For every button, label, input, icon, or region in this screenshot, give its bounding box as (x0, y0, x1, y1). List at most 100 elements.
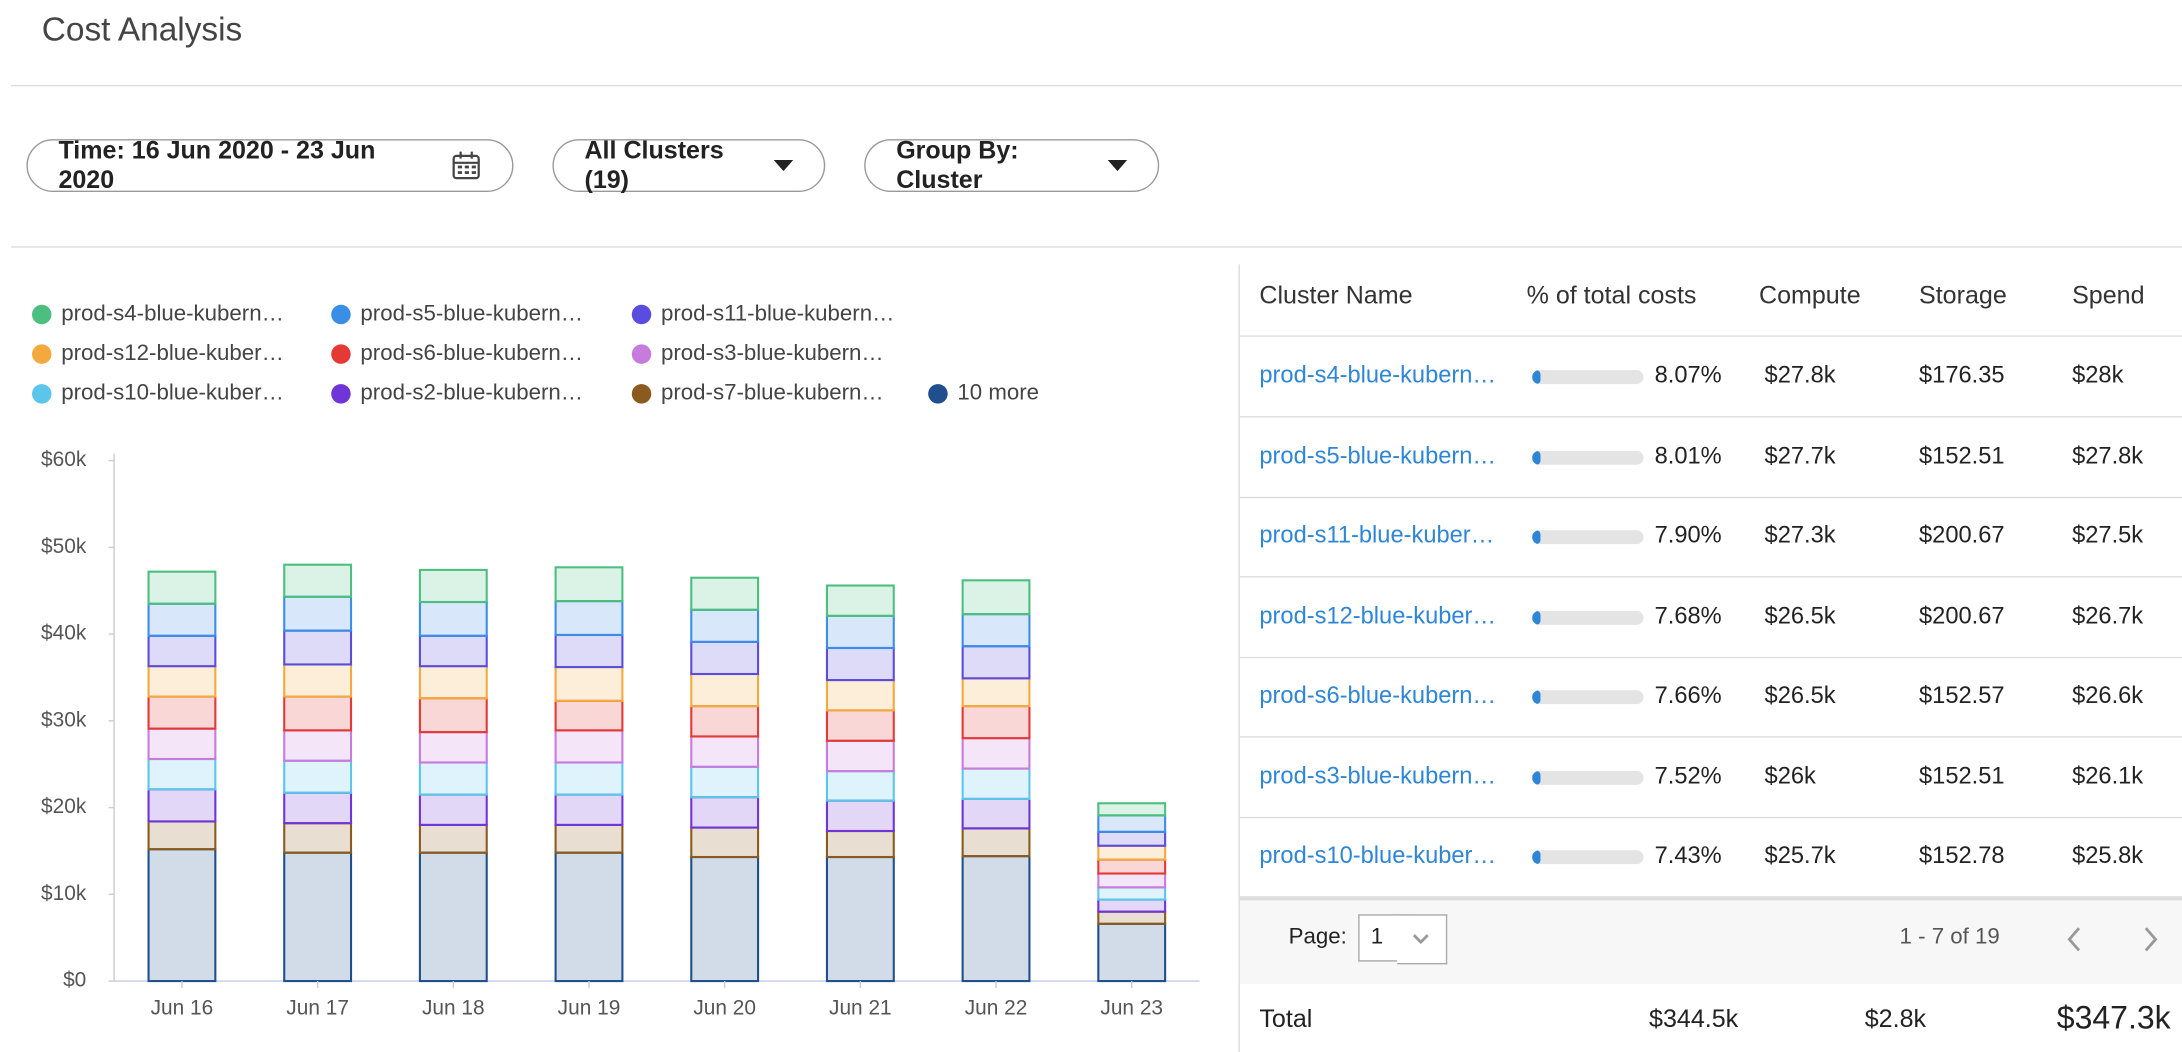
legend-swatch (331, 304, 351, 325)
bar-segment (554, 600, 624, 637)
table-border (1238, 264, 1240, 1052)
cluster-link[interactable]: prod-s6-blue-kubern… (1259, 681, 1497, 709)
total-spend: $347.3k (2056, 999, 2171, 1036)
row-divider (1239, 896, 2182, 898)
bar-segment (418, 665, 488, 700)
bar-segment (418, 600, 488, 637)
legend-label: prod-s6-blue-kubern… (360, 340, 583, 365)
percent-bar (1532, 770, 1541, 785)
bar-segment (690, 576, 760, 611)
legend-label: prod-s7-blue-kubern… (661, 380, 884, 405)
cluster-link[interactable]: prod-s5-blue-kubern… (1259, 441, 1497, 469)
bar-segment (554, 729, 624, 764)
legend-label: prod-s4-blue-kubern… (61, 300, 284, 325)
y-tick-label: $60k (41, 448, 87, 471)
spend-cell: $27.8k (2072, 441, 2144, 469)
row-divider (1239, 656, 2182, 658)
legend-label: prod-s5-blue-kubern… (360, 300, 583, 325)
spend-cell: $26.6k (2072, 681, 2144, 709)
bar-segment (283, 563, 353, 598)
compute-cell: $26.5k (1764, 601, 1836, 629)
bar-segment (825, 709, 895, 742)
legend-swatch (331, 344, 351, 364)
row-divider (1239, 496, 2182, 498)
time-filter-label: Time: 16 Jun 2020 - 23 Jun 2020 (58, 136, 376, 194)
cluster-link[interactable]: prod-s11-blue-kuber… (1259, 521, 1495, 549)
bar-segment (690, 796, 760, 829)
percent-bar (1532, 370, 1542, 385)
y-tick-label: $20k (41, 795, 87, 818)
percent-label: 7.68% (1654, 601, 1722, 629)
bar-segment (418, 568, 488, 604)
spend-cell: $28k (2072, 361, 2124, 389)
x-tick-label: Jun 18 (422, 996, 485, 1019)
spend-cell: $26.7k (2072, 601, 2144, 629)
percent-track (1532, 610, 1644, 625)
cluster-link[interactable]: prod-s10-blue-kuber… (1259, 841, 1497, 869)
percent-track (1532, 530, 1644, 545)
chevron (1412, 934, 1429, 945)
legend-label: 10 more (957, 380, 1039, 405)
bar-segment (147, 695, 217, 730)
legend-label: prod-s3-blue-kubern… (661, 340, 884, 365)
compute-cell: $26.5k (1764, 681, 1836, 709)
storage-cell: $152.51 (1919, 761, 2005, 789)
bar-segment (690, 705, 760, 738)
bar-segment (147, 757, 217, 791)
cluster-link[interactable]: prod-s12-blue-kuber… (1259, 601, 1497, 629)
storage-cell: $152.57 (1919, 681, 2005, 709)
cluster-link[interactable]: prod-s4-blue-kubern… (1259, 361, 1497, 389)
time-filter[interactable]: Time: 16 Jun 2020 - 23 Jun 2020 (26, 136, 514, 194)
bar-segment (554, 761, 624, 796)
bar-segment (690, 765, 760, 799)
dropdown-caret (1107, 160, 1128, 172)
row-divider (1239, 576, 2182, 578)
bar-segment (961, 705, 1031, 740)
legend-swatch (32, 384, 52, 404)
page-dropdown[interactable] (1397, 914, 1448, 965)
total-storage: $2.8k (1864, 1004, 1927, 1033)
y-tick-label: $50k (41, 535, 87, 558)
bar-segment (961, 797, 1031, 830)
group-by-filter[interactable]: Group By: Cluster (864, 136, 1160, 193)
column-header: Cluster Name (1259, 281, 1413, 309)
legend-swatch (331, 384, 351, 404)
percent-track (1532, 850, 1644, 865)
compute-cell: $27.8k (1764, 361, 1836, 389)
total-compute: $344.5k (1649, 1004, 1739, 1033)
bar-segment (418, 761, 488, 796)
bar-segment (283, 759, 353, 794)
calendar-icon (453, 151, 481, 180)
page-label: Page: (1288, 925, 1347, 950)
compute-cell: $25.7k (1764, 841, 1836, 869)
x-tick-label: Jun 16 (151, 996, 214, 1019)
legend-label: prod-s2-blue-kubern… (360, 380, 583, 405)
bar-segment (690, 672, 760, 708)
cluster-filter[interactable]: All Clusters (19) (552, 136, 826, 193)
percent-bar (1532, 450, 1542, 465)
storage-cell: $152.51 (1919, 441, 2005, 469)
y-tick-label: $0 (63, 969, 86, 992)
bar-segment (283, 851, 353, 983)
page-nav[interactable] (2057, 918, 2168, 967)
legend-swatch (32, 304, 52, 325)
bar-segment (283, 663, 353, 698)
percent-track (1532, 770, 1644, 785)
percent-track (1532, 690, 1644, 705)
bar-segment (147, 570, 217, 605)
total-label: Total (1259, 1004, 1313, 1033)
bar-segment (147, 665, 217, 698)
x-tick-label: Jun 20 (693, 996, 756, 1019)
page-range: 1 - 7 of 19 (1899, 925, 2000, 950)
spend-cell: $25.8k (2072, 841, 2144, 869)
legend-label: prod-s11-blue-kubern… (661, 300, 894, 325)
percent-label: 7.43% (1654, 841, 1722, 869)
cluster-link[interactable]: prod-s3-blue-kubern… (1259, 761, 1497, 789)
bar-segment (961, 827, 1031, 858)
page-arrows[interactable] (2057, 918, 2168, 960)
legend-swatch (631, 304, 652, 325)
percent-label: 7.66% (1654, 681, 1722, 709)
y-tick-label: $10k (41, 882, 87, 905)
bar-segment (690, 735, 760, 768)
